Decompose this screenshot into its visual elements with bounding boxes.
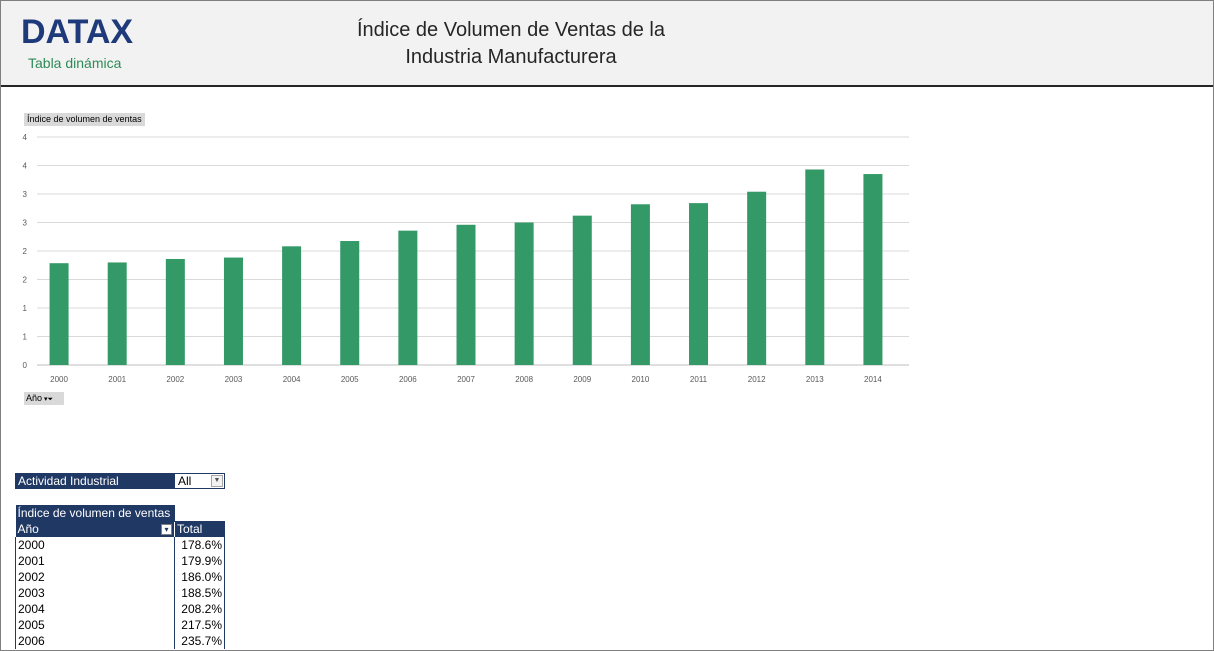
pivot-blank-header xyxy=(174,505,225,522)
bar-2003[interactable] xyxy=(223,257,243,365)
x-tick-label: 2008 xyxy=(515,375,533,384)
axis-field-label: Año xyxy=(26,393,43,403)
table-row[interactable]: 2003 188.5% xyxy=(15,585,225,601)
y-tick-label: 4 xyxy=(23,162,28,171)
bar-2006[interactable] xyxy=(398,230,418,365)
pivot-row-header[interactable]: Año ▾ xyxy=(15,521,175,537)
bar-2000[interactable] xyxy=(49,263,69,365)
row-value[interactable]: 179.9% xyxy=(174,553,225,569)
pivot-total-header: Total xyxy=(174,521,225,537)
row-value[interactable]: 186.0% xyxy=(174,569,225,585)
report-filter: Actividad Industrial All ▼ xyxy=(15,473,225,489)
y-tick-label: 3 xyxy=(23,190,28,199)
x-tick-label: 2013 xyxy=(806,375,824,384)
table-row[interactable]: 2005 217.5% xyxy=(15,617,225,633)
x-tick-label: 2010 xyxy=(632,375,650,384)
header: DATAX Tabla dinámica Índice de Volumen d… xyxy=(1,1,1213,87)
bar-2002[interactable] xyxy=(165,258,185,365)
bar-2012[interactable] xyxy=(747,191,767,365)
y-tick-label: 1 xyxy=(23,304,28,313)
bar-2014[interactable] xyxy=(863,174,883,365)
x-tick-label: 2003 xyxy=(225,375,243,384)
row-value[interactable]: 178.6% xyxy=(174,537,225,553)
filter-label: Actividad Industrial xyxy=(15,473,174,489)
bar-2010[interactable] xyxy=(630,204,650,365)
y-tick-label: 0 xyxy=(23,361,28,370)
row-year[interactable]: 2005 xyxy=(15,617,175,633)
x-tick-label: 2007 xyxy=(457,375,475,384)
bar-2011[interactable] xyxy=(689,203,709,365)
row-value[interactable]: 208.2% xyxy=(174,601,225,617)
x-tick-label: 2001 xyxy=(108,375,126,384)
row-year[interactable]: 2003 xyxy=(15,585,175,601)
bar-2008[interactable] xyxy=(514,222,534,366)
row-value[interactable]: 235.7% xyxy=(174,633,225,649)
x-tick-label: 2002 xyxy=(166,375,184,384)
y-tick-label: 1 xyxy=(23,333,28,342)
filter-select[interactable]: All ▼ xyxy=(174,473,225,489)
row-year[interactable]: 2000 xyxy=(15,537,175,553)
y-tick-label: 3 xyxy=(23,219,28,228)
x-tick-label: 2005 xyxy=(341,375,359,384)
chevron-down-icon[interactable]: ▼ xyxy=(211,475,223,487)
table-row[interactable]: 2002 186.0% xyxy=(15,569,225,585)
table-row[interactable]: 2004 208.2% xyxy=(15,601,225,617)
row-year[interactable]: 2004 xyxy=(15,601,175,617)
bar-2007[interactable] xyxy=(456,224,476,365)
chart-value-field-button[interactable]: Índice de volumen de ventas xyxy=(24,113,145,126)
bar-2005[interactable] xyxy=(340,241,360,365)
title-line-1: Índice de Volumen de Ventas de la xyxy=(356,19,665,41)
title-line-2: Industria Manufacturera xyxy=(405,46,617,68)
pivot-column-header-row: Año ▾ Total xyxy=(15,521,225,537)
y-tick-label: 2 xyxy=(23,247,28,256)
filter-dropdown-icon: ▾⏷ xyxy=(44,396,54,403)
datax-logo: DATAX xyxy=(21,13,134,51)
bar-2009[interactable] xyxy=(572,215,592,365)
row-year[interactable]: 2006 xyxy=(15,633,175,649)
row-year[interactable]: 2002 xyxy=(15,569,175,585)
row-header-label: Año xyxy=(17,521,39,536)
pivot-measure-header: Índice de volumen de ventas xyxy=(15,505,175,521)
pivot-measure-header-row: Índice de volumen de ventas xyxy=(15,505,225,522)
bar-2013[interactable] xyxy=(805,169,825,365)
x-tick-label: 2012 xyxy=(748,375,766,384)
filter-value: All xyxy=(178,474,192,488)
row-year[interactable]: 2001 xyxy=(15,553,175,569)
logo-subtitle: Tabla dinámica xyxy=(28,55,122,71)
bar-chart: 0 1 1 2 2 3 3 4 4 2000 2001 2002 2003 2004 2005 2006 200… xyxy=(23,133,909,384)
row-value[interactable]: 217.5% xyxy=(174,617,225,633)
filter-icon[interactable]: ▾ xyxy=(161,523,172,535)
pivot-table: Índice de volumen de ventas Año ▾ Total … xyxy=(15,505,225,649)
y-tick-label: 2 xyxy=(23,276,28,285)
x-tick-label: 2000 xyxy=(50,375,68,384)
x-tick-label: 2004 xyxy=(283,375,301,384)
table-row[interactable]: 2001 179.9% xyxy=(15,553,225,569)
bar-2004[interactable] xyxy=(282,246,302,365)
x-tick-label: 2006 xyxy=(399,375,417,384)
x-tick-label: 2011 xyxy=(690,375,708,384)
table-row[interactable]: 2006 235.7% xyxy=(15,633,225,649)
y-tick-label: 4 xyxy=(23,133,28,142)
axis-field-button[interactable]: Año ▾⏷ xyxy=(24,392,64,405)
x-tick-label: 2014 xyxy=(864,375,882,384)
table-row[interactable]: 2000 178.6% xyxy=(15,537,225,553)
x-tick-label: 2009 xyxy=(573,375,591,384)
bar-2001[interactable] xyxy=(107,262,127,365)
page-title: Índice de Volumen de Ventas de la Indust… xyxy=(311,17,711,71)
row-value[interactable]: 188.5% xyxy=(174,585,225,601)
